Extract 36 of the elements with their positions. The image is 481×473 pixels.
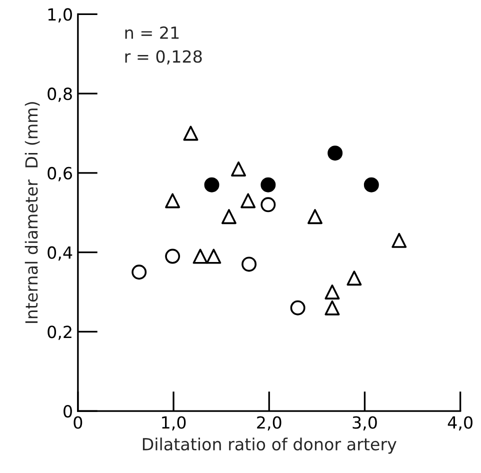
y-tick-label: 0,8 — [48, 88, 72, 102]
point — [260, 177, 276, 192]
annotation: r = 0,128 — [125, 50, 202, 65]
point — [308, 209, 322, 224]
point — [165, 248, 180, 264]
x-tick-label: 2,0 — [257, 416, 282, 430]
x-tick-label: 0 — [74, 416, 82, 429]
point — [324, 284, 340, 300]
x-tick-label: 1,0 — [162, 416, 186, 430]
point — [346, 270, 362, 286]
point — [192, 248, 208, 264]
point — [260, 197, 276, 212]
point — [290, 300, 306, 316]
point — [328, 146, 343, 161]
point — [324, 300, 340, 316]
x-tick-label: 3,0 — [352, 416, 377, 430]
point — [132, 264, 147, 280]
point — [364, 177, 379, 192]
point — [392, 232, 407, 248]
point — [204, 177, 220, 192]
y-tick-label: 0,4 — [48, 246, 72, 261]
point — [183, 126, 198, 141]
x-tick-label: 4,0 — [448, 416, 472, 430]
point — [221, 209, 236, 224]
point — [231, 161, 246, 176]
y-tick-label: 0,6 — [48, 166, 72, 182]
y-tick-label: 0,2 — [48, 326, 72, 340]
point — [242, 256, 257, 272]
y-tick-label: 1,0 — [48, 8, 72, 22]
y-tick-label: 0 — [64, 405, 72, 418]
x-axis-title: Dilatation ratio of donor artery — [142, 438, 396, 454]
point — [206, 248, 222, 264]
point — [240, 193, 256, 208]
annotation: n = 21 — [125, 26, 179, 39]
point — [165, 193, 180, 208]
y-axis-title: Internal diameter Di (mm) — [24, 102, 40, 323]
